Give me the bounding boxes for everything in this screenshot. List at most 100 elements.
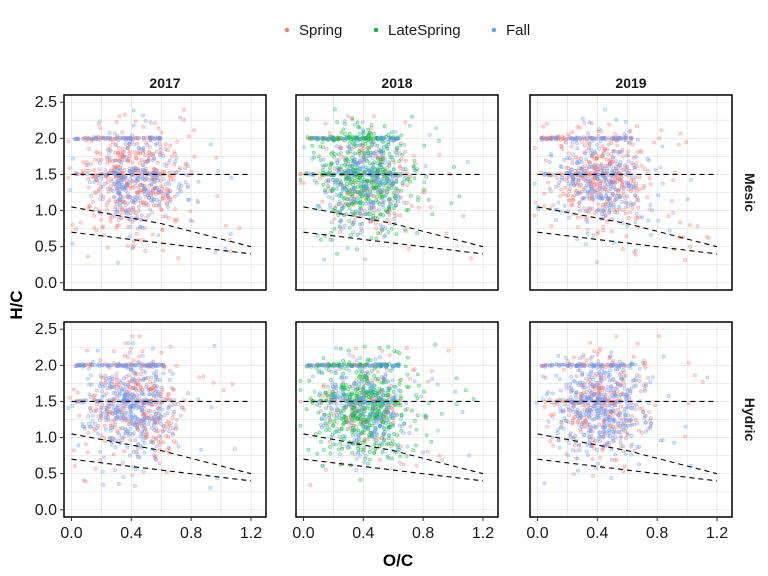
data-point (339, 206, 344, 211)
data-point (174, 170, 179, 175)
data-point (378, 441, 383, 446)
data-point (599, 179, 604, 184)
data-point (105, 161, 110, 166)
data-point (379, 423, 384, 428)
data-point (360, 166, 365, 171)
data-point (576, 190, 581, 195)
data-point (356, 124, 361, 129)
data-point (136, 185, 141, 190)
data-point (421, 450, 426, 455)
data-point (634, 216, 638, 221)
data-point (341, 406, 346, 411)
data-point (594, 195, 599, 199)
data-point (366, 357, 371, 362)
data-point (108, 135, 113, 140)
data-point (600, 212, 604, 217)
data-point (321, 363, 326, 368)
data-point (358, 453, 362, 458)
data-point (587, 120, 592, 125)
data-point (609, 229, 614, 234)
data-point (126, 421, 131, 426)
data-point (81, 160, 86, 165)
data-point (376, 369, 380, 374)
data-point (97, 119, 102, 124)
data-point (71, 448, 76, 453)
data-point (298, 180, 303, 185)
data-point (76, 443, 81, 448)
data-point (85, 254, 90, 259)
data-point (224, 223, 228, 228)
data-point (113, 437, 117, 442)
data-point (610, 193, 615, 198)
data-point (649, 232, 654, 237)
data-point (328, 445, 332, 449)
data-point (108, 219, 113, 224)
data-point (223, 246, 228, 251)
data-point (631, 354, 636, 359)
data-point (360, 369, 365, 373)
data-point (125, 243, 130, 248)
data-point (125, 445, 130, 450)
data-point (173, 152, 178, 157)
data-point (422, 389, 426, 394)
data-point (542, 191, 547, 196)
data-point (422, 143, 427, 148)
data-point (373, 188, 378, 193)
data-point (395, 363, 400, 367)
data-point (403, 158, 408, 163)
data-point (128, 140, 133, 145)
data-point (131, 376, 136, 381)
data-point (318, 176, 323, 181)
data-point (156, 233, 161, 238)
data-point (167, 158, 172, 163)
data-point (373, 376, 378, 381)
series-spring (532, 121, 711, 262)
data-point (228, 232, 233, 237)
data-point (313, 135, 318, 140)
data-point (351, 153, 356, 157)
data-point (161, 153, 166, 158)
data-point (374, 438, 379, 443)
data-point (595, 142, 600, 147)
data-point (375, 216, 380, 221)
data-point (116, 145, 121, 150)
data-point (131, 137, 136, 142)
data-point (599, 193, 603, 198)
data-point (613, 159, 618, 164)
y-tick-label: 2.5 (35, 321, 57, 338)
data-point (133, 467, 138, 472)
data-point (158, 378, 162, 383)
data-point (151, 440, 156, 445)
data-point (647, 176, 652, 181)
data-point (605, 219, 610, 224)
data-point (321, 182, 326, 187)
data-point (308, 483, 313, 488)
data-point (373, 412, 378, 417)
y-tick-label: 0.5 (35, 466, 57, 483)
data-point (186, 197, 190, 202)
data-point (126, 355, 130, 360)
data-point (196, 179, 201, 184)
data-point (152, 121, 157, 126)
data-point (165, 411, 170, 416)
data-point (640, 430, 644, 435)
data-point (345, 114, 350, 119)
data-point (353, 138, 358, 143)
data-point (137, 394, 142, 399)
data-point (327, 415, 332, 420)
data-point (397, 382, 402, 386)
data-point (578, 208, 582, 213)
data-point (373, 388, 378, 392)
data-point (317, 430, 322, 435)
data-point (173, 402, 178, 407)
data-point (576, 161, 580, 166)
data-point (398, 166, 403, 170)
data-point (360, 387, 365, 392)
data-point (341, 358, 346, 363)
data-point (66, 406, 71, 411)
data-point (590, 206, 595, 211)
data-point (129, 346, 133, 351)
data-point (382, 432, 387, 437)
data-point (564, 140, 568, 145)
data-point (683, 258, 688, 262)
